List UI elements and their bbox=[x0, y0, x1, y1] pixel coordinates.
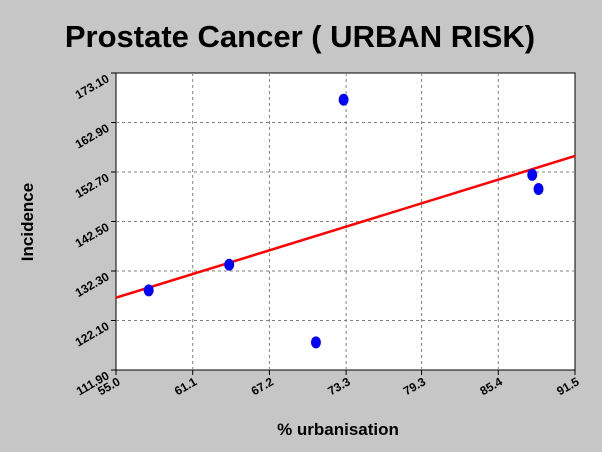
data-points bbox=[143, 93, 544, 349]
x-tick-label: 73.3 bbox=[325, 374, 353, 398]
x-tick-labels: 55.0 61.1 67.2 73.3 79.3 85.4 91.5 bbox=[95, 374, 582, 398]
y-tick-label: 132.30 bbox=[73, 269, 112, 300]
y-tick-label: 152.70 bbox=[73, 170, 112, 201]
trendline bbox=[115, 154, 576, 299]
x-tick-label: 85.4 bbox=[478, 374, 506, 398]
data-point bbox=[224, 258, 235, 271]
x-tick-label: 67.2 bbox=[249, 374, 277, 398]
data-point bbox=[310, 336, 321, 349]
x-tick-label: 91.5 bbox=[554, 374, 582, 398]
chart-title: Prostate Cancer ( URBAN RISK) bbox=[65, 19, 535, 54]
x-tick-label: 79.3 bbox=[401, 374, 429, 398]
data-point bbox=[533, 182, 544, 195]
grid-lines bbox=[111, 72, 576, 375]
data-point bbox=[143, 284, 154, 297]
y-tick-label: 162.90 bbox=[73, 121, 112, 152]
y-tick-labels: 111.90122.10132.30142.50152.70162.90173.… bbox=[73, 71, 112, 398]
y-axis-label: Incidence bbox=[18, 183, 37, 261]
y-tick-label: 173.10 bbox=[73, 71, 112, 102]
data-point bbox=[527, 168, 538, 181]
y-tick-label: 122.10 bbox=[73, 319, 112, 350]
trendline-layer bbox=[115, 154, 576, 299]
data-point bbox=[338, 93, 349, 106]
x-axis-label: % urbanisation bbox=[277, 420, 399, 439]
x-tick-label: 61.1 bbox=[172, 374, 200, 398]
y-tick-label: 142.50 bbox=[73, 220, 112, 251]
